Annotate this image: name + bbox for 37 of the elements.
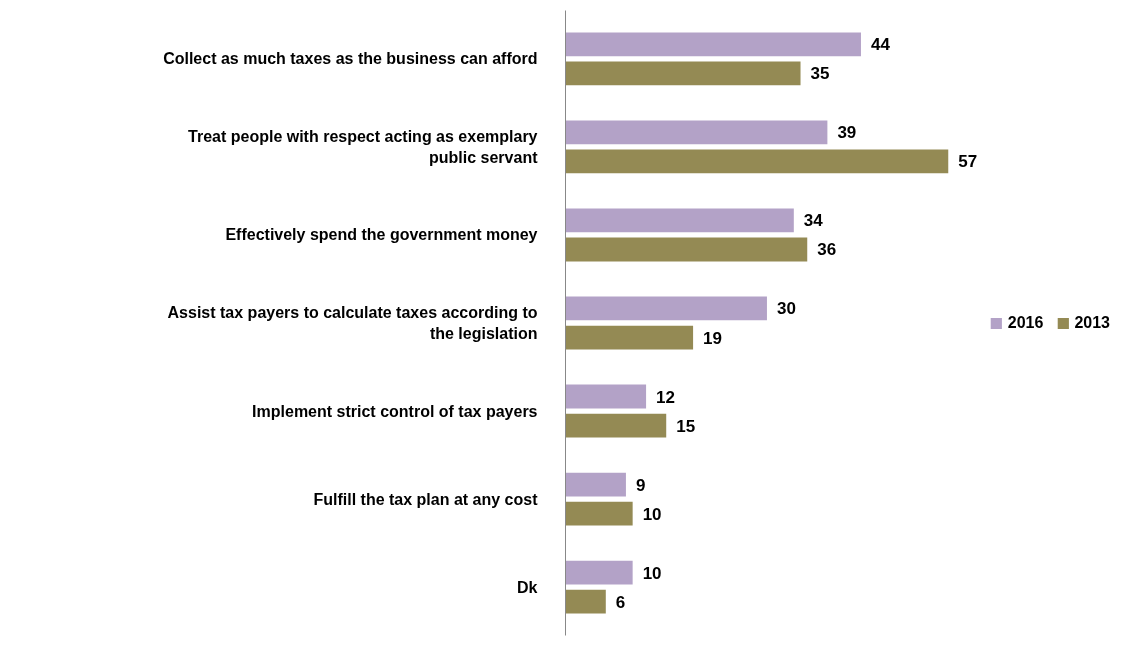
bar <box>565 501 633 526</box>
y-tick-label: Treat people with respect acting as exemplary public servant <box>188 128 539 166</box>
bar <box>565 296 767 321</box>
data-label: 35 <box>810 64 830 84</box>
bar <box>565 149 949 174</box>
data-label: 9 <box>635 475 646 495</box>
data-label: 12 <box>656 387 675 407</box>
y-tick-label: Dk <box>517 578 538 596</box>
y-tick-label: Implement strict control of tax payers <box>252 402 538 420</box>
data-label: 57 <box>958 152 978 172</box>
data-label: 10 <box>642 504 662 524</box>
y-tick-label: Assist tax payers to calculate taxes according to the legislation <box>167 304 538 342</box>
bar <box>565 32 861 57</box>
data-label: 34 <box>803 211 824 231</box>
bar <box>565 325 694 350</box>
legend-label: 2016 <box>1007 313 1044 332</box>
y-tick-label: Collect as much taxes as the business can afford <box>163 50 538 68</box>
data-label: 19 <box>703 328 723 348</box>
y-tick-label: Fulfill the tax plan at any cost <box>313 490 539 508</box>
data-label: 30 <box>776 299 796 319</box>
bar <box>565 472 626 497</box>
bar <box>565 120 828 145</box>
bar <box>565 589 606 614</box>
data-label: 6 <box>615 592 626 612</box>
data-label: 10 <box>642 563 662 583</box>
data-label: 39 <box>837 123 857 143</box>
bar <box>565 61 801 86</box>
data-label: 44 <box>870 35 891 55</box>
y-tick-label: Effectively spend the government money <box>225 226 538 244</box>
bar <box>565 237 808 262</box>
data-label: 15 <box>676 416 696 436</box>
bar <box>565 208 794 233</box>
legend-label: 2013 <box>1074 313 1110 332</box>
data-label: 36 <box>817 240 837 260</box>
bar <box>565 384 647 409</box>
bar <box>565 560 633 585</box>
bar <box>565 413 667 438</box>
